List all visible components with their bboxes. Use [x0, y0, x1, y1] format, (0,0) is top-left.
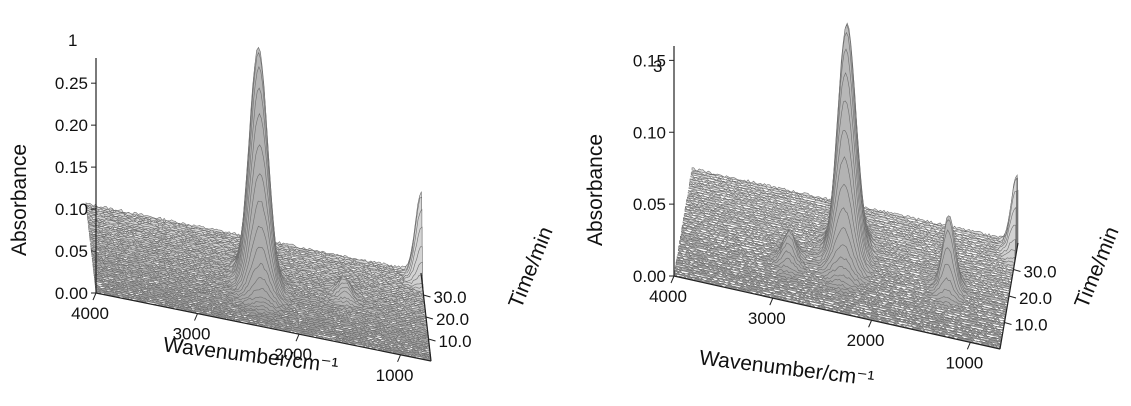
y-tick — [1013, 269, 1021, 272]
surface-slice — [95, 289, 432, 360]
x-tick — [670, 275, 675, 284]
x-axis-title: Wavenumber/cm⁻¹ — [162, 333, 340, 377]
z-axis-title: Absorbance — [584, 134, 607, 246]
x-tick-label: 1000 — [945, 353, 983, 372]
chart-panel-1: 0.00 0.05 0.10 0.15 0.20 0.25 4000 3000 2000 1000… — [0, 0, 565, 401]
x-tick-label: 4000 — [649, 287, 687, 306]
z-tick-label: 0.15 — [633, 51, 666, 70]
x-tick-label: 2000 — [274, 345, 312, 364]
y-tick-label: 20.0 — [436, 310, 469, 329]
panel-label: 1 — [68, 31, 77, 50]
y-tick-label: 30.0 — [434, 288, 467, 307]
panel-label: 3 — [653, 57, 662, 76]
y-tick — [1008, 295, 1017, 299]
z-tick-label: 0.20 — [55, 116, 88, 135]
y-tick-label: 10.0 — [1015, 316, 1048, 335]
x-tick-label: 1000 — [376, 366, 414, 385]
surface-plot-3: 0.00 0.05 0.10 0.15 4000 3000 2000 1000 10.0 20.0… — [584, 22, 1124, 391]
x-axis-line — [95, 292, 432, 362]
surface-slice — [674, 269, 1002, 345]
surface-slice — [94, 276, 430, 348]
y-axis-title: Time/min — [1070, 224, 1123, 312]
surface-slice — [674, 270, 1001, 348]
y-tick — [425, 316, 434, 320]
x-tick-label: 3000 — [748, 309, 786, 328]
z-tick-label: 0.10 — [633, 123, 666, 142]
z-tick-label: 0.15 — [55, 158, 88, 177]
surface-plot-1: 0.00 0.05 0.10 0.15 0.20 0.25 4000 3000 2000 1000… — [8, 31, 558, 385]
y-tick — [423, 294, 431, 298]
z-tick-label: 0.00 — [55, 284, 88, 303]
z-tick-label: 0.00 — [633, 267, 666, 286]
surface-slice — [677, 251, 1005, 327]
x-axis-line — [673, 275, 1001, 350]
x-tick-label: 3000 — [173, 325, 211, 344]
y-tick — [428, 338, 436, 342]
y-axis-title: Time/min — [504, 224, 557, 312]
z-axis-title: Absorbance — [8, 144, 31, 256]
surface-slice — [675, 265, 1002, 341]
x-tick — [966, 342, 971, 350]
z-tick-label: 0.10 — [55, 200, 88, 219]
x-tick — [397, 354, 402, 363]
y-tick-label: 30.0 — [1024, 263, 1057, 282]
x-axis-title: Wavenumber/cm⁻¹ — [698, 346, 876, 390]
y-tick-label: 20.0 — [1019, 289, 1052, 308]
y-tick — [1004, 322, 1012, 325]
surface-slice — [676, 260, 1003, 336]
y-tick-label: 10.0 — [439, 332, 472, 351]
z-tick-label: 0.05 — [633, 195, 666, 214]
surface-slice — [676, 256, 1004, 331]
chart-panel-3: 0.00 0.05 0.10 0.15 4000 3000 2000 1000 10.0 20.0… — [566, 0, 1131, 401]
x-tick-label: 4000 — [71, 304, 109, 323]
z-tick-label: 0.05 — [55, 242, 88, 261]
x-tick — [92, 292, 97, 301]
surface-slice — [675, 261, 1003, 338]
x-tick — [868, 320, 873, 328]
x-tick — [295, 334, 300, 342]
x-tick-label: 2000 — [847, 331, 885, 350]
surface-slice — [674, 266, 1002, 343]
x-tick — [194, 313, 198, 321]
x-tick — [769, 297, 774, 306]
z-tick-label: 0.25 — [55, 74, 88, 93]
surface-slice — [676, 257, 1003, 334]
